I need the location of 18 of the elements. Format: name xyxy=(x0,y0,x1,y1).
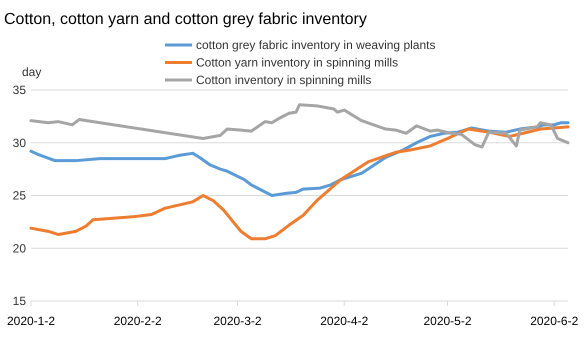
y-tick-label: 35 xyxy=(12,83,26,97)
line-series xyxy=(30,103,570,148)
y-tick-label: 15 xyxy=(12,294,26,308)
legend-label: cotton grey fabric inventory in weaving plants xyxy=(196,38,436,52)
x-tick-label: 2020-6-2 xyxy=(530,314,579,328)
legend-label: Cotton inventory in spinning mills xyxy=(196,73,372,87)
legend-label: Cotton yarn inventory in spinning mills xyxy=(196,56,398,70)
chart-title: Cotton, cotton yarn and cotton grey fabric inventory xyxy=(4,11,367,28)
x-tick-label: 2020-1-2 xyxy=(6,314,56,328)
y-tick-label: 20 xyxy=(12,241,26,256)
x-tick-label: 2020-5-2 xyxy=(423,314,472,328)
x-tick-label: 2020-4-2 xyxy=(320,314,369,328)
line-series xyxy=(30,125,570,240)
y-axis-title: day xyxy=(22,65,42,79)
y-tick-label: 30 xyxy=(12,136,26,150)
x-tick-label: 2020-2-2 xyxy=(114,314,162,328)
y-tick-label: 25 xyxy=(12,188,26,202)
x-tick-label: 2020-3-2 xyxy=(214,314,262,328)
